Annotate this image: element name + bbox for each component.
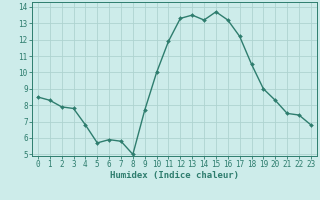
X-axis label: Humidex (Indice chaleur): Humidex (Indice chaleur) — [110, 171, 239, 180]
